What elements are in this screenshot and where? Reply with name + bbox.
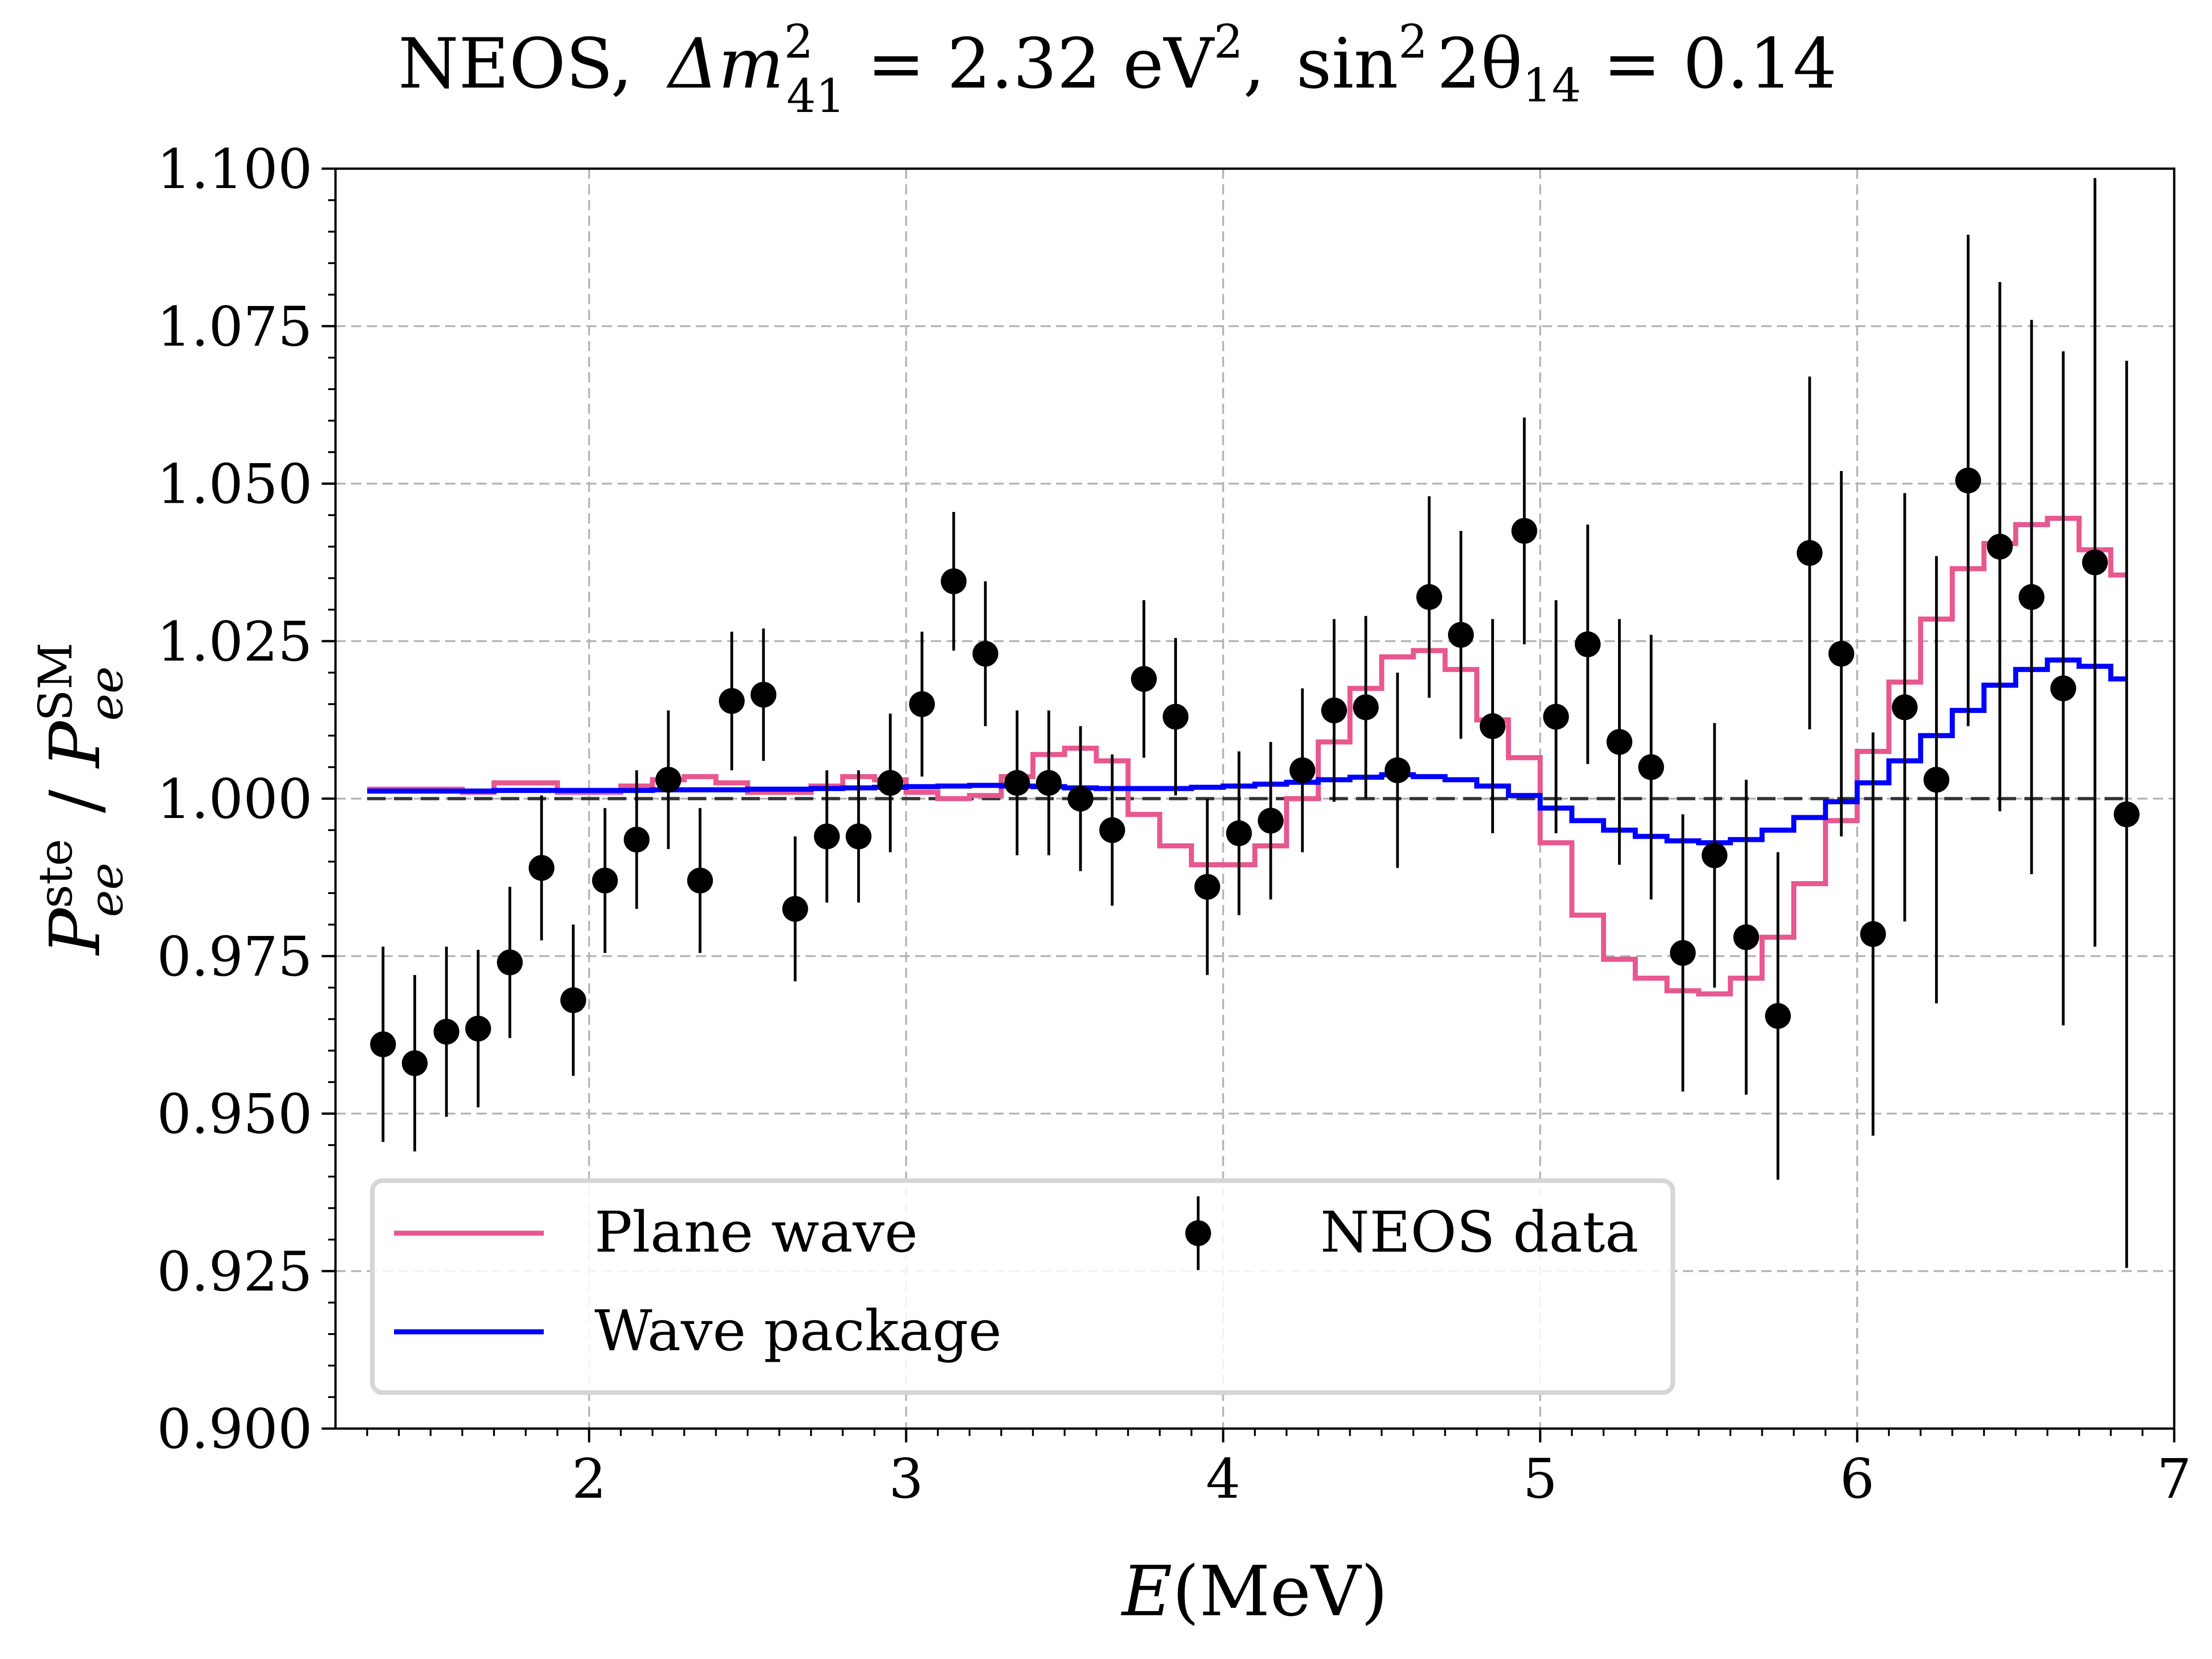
legend-neos-data-marker: [1185, 1220, 1211, 1246]
y-tick-label: 0.975: [157, 925, 312, 988]
data-point: [1226, 820, 1252, 847]
data-point: [1035, 770, 1062, 796]
data-points: [370, 178, 2140, 1268]
data-point: [1289, 757, 1316, 783]
data-point: [2082, 549, 2108, 576]
data-point: [2050, 675, 2077, 701]
data-point: [846, 824, 872, 850]
data-point: [2113, 801, 2140, 828]
data-point: [1448, 622, 1474, 648]
data-point: [1733, 924, 1759, 950]
data-point: [1416, 584, 1442, 610]
data-point: [1004, 770, 1030, 796]
data-point: [433, 1018, 459, 1045]
data-point: [1321, 697, 1347, 724]
data-point: [2018, 584, 2045, 610]
data-point: [401, 1050, 428, 1077]
data-point: [1131, 666, 1157, 692]
data-point: [1384, 757, 1411, 783]
data-point: [624, 826, 650, 853]
x-tick-label: 5: [1523, 1447, 1558, 1511]
data-point: [1955, 467, 1981, 494]
x-tick-label: 2: [572, 1447, 606, 1511]
y-tick-label: 1.050: [157, 453, 312, 516]
legend-box: [370, 1178, 1675, 1395]
chart-title: NEOS, Δm2 41 = 2.32 eV2, sin2 2θ14 = 0.14: [398, 15, 1837, 123]
data-point: [1099, 817, 1125, 843]
data-point: [1924, 766, 1950, 793]
data-point: [497, 949, 523, 976]
x-tick-label: 3: [889, 1447, 924, 1511]
legend-wave-package-label: Wave package: [594, 1298, 1002, 1364]
data-point: [1828, 641, 1854, 667]
y-tick-label: 0.925: [157, 1240, 312, 1303]
data-point: [1860, 921, 1886, 947]
axis-ticks: 2 3 4 5 6 7 0.900 0.925 0.950 0.975 1.000 1.025 1.05…: [157, 137, 2191, 1511]
data-point: [1796, 540, 1823, 566]
data-point: [1670, 940, 1696, 966]
legend-plane-wave-label: Plane wave: [594, 1200, 918, 1265]
data-point: [1353, 694, 1379, 720]
data-point: [1067, 786, 1094, 812]
y-tick-label: 1.025: [157, 610, 312, 673]
data-point: [1765, 1003, 1791, 1029]
data-point: [1543, 704, 1569, 730]
y-tick-label: 0.950: [157, 1082, 312, 1146]
data-point: [592, 867, 618, 894]
data-point: [655, 766, 682, 793]
data-point: [560, 987, 586, 1013]
data-point: [370, 1031, 396, 1058]
data-point: [877, 770, 903, 796]
data-point: [1575, 631, 1601, 658]
data-point: [1606, 729, 1633, 755]
data-point: [718, 688, 745, 714]
data-point: [1511, 518, 1537, 544]
y-tick-label: 1.100: [157, 137, 312, 201]
data-point: [1987, 534, 2013, 560]
y-axis-label: Psteee / PSMee: [29, 642, 133, 956]
data-point: [782, 896, 808, 922]
data-point: [1194, 874, 1220, 900]
data-point: [1892, 694, 1918, 720]
y-tick-label: 1.000: [157, 767, 312, 831]
legend-neos-data-label: NEOS data: [1320, 1200, 1639, 1265]
x-tick-label: 4: [1206, 1447, 1241, 1511]
data-point: [1479, 713, 1506, 739]
data-point: [1163, 704, 1189, 730]
data-point: [1638, 754, 1664, 780]
data-point: [972, 641, 999, 667]
y-tick-label: 0.900: [157, 1397, 312, 1461]
data-point: [687, 867, 713, 894]
data-point: [1258, 807, 1284, 834]
data-point: [814, 824, 840, 850]
x-axis-label: E(MeV): [1120, 1552, 1388, 1632]
data-point: [909, 691, 935, 717]
data-point: [750, 682, 777, 708]
data-point: [465, 1015, 491, 1041]
legend: Plane wave Wave package NEOS data: [370, 1178, 1675, 1395]
x-tick-label: 6: [1840, 1447, 1875, 1511]
y-tick-label: 1.075: [157, 295, 312, 359]
data-point: [529, 855, 555, 881]
x-tick-label: 7: [2157, 1447, 2191, 1511]
data-point: [1701, 842, 1728, 869]
data-point: [941, 568, 967, 594]
